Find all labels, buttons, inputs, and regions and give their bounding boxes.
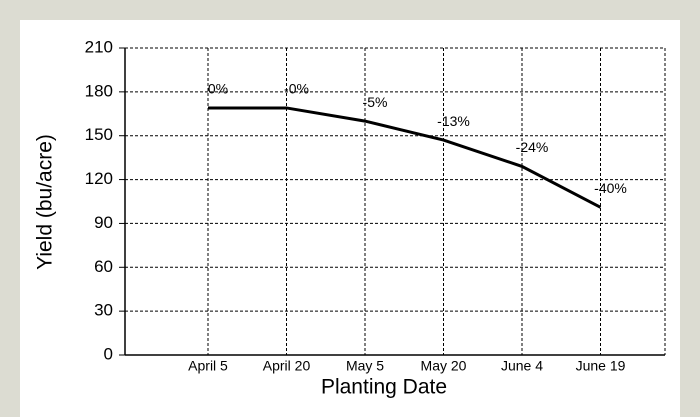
y-tick-label: 120 bbox=[85, 169, 113, 188]
y-tick-label: 0 bbox=[104, 344, 113, 363]
y-tick-label: 90 bbox=[94, 213, 113, 232]
x-axis-label: Planting Date bbox=[321, 376, 447, 399]
data-annotation: -5% bbox=[363, 94, 388, 110]
data-annotation: -40% bbox=[594, 180, 627, 196]
x-tick-label: April 5 bbox=[188, 358, 228, 374]
y-tick-label: 30 bbox=[94, 301, 113, 320]
line-series bbox=[208, 106, 602, 209]
x-tick-label: June 19 bbox=[576, 358, 626, 374]
x-tick-label: May 20 bbox=[421, 358, 467, 374]
data-annotation: -13% bbox=[437, 113, 470, 129]
x-tick-label: June 4 bbox=[501, 358, 543, 374]
data-annotation: 0% bbox=[208, 81, 228, 97]
y-tick-label: 210 bbox=[85, 37, 113, 56]
data-annotation: -0% bbox=[284, 81, 309, 97]
y-tick-label: 60 bbox=[94, 257, 113, 276]
x-tick-label: April 20 bbox=[263, 358, 311, 374]
x-tick-label: May 5 bbox=[346, 358, 384, 374]
data-annotation: -24% bbox=[516, 139, 549, 155]
y-tick-label: 180 bbox=[85, 81, 113, 100]
panel bbox=[20, 20, 680, 417]
y-tick-label: 150 bbox=[85, 125, 113, 144]
y-axis-label: Yield (bu/acre) bbox=[34, 134, 57, 270]
